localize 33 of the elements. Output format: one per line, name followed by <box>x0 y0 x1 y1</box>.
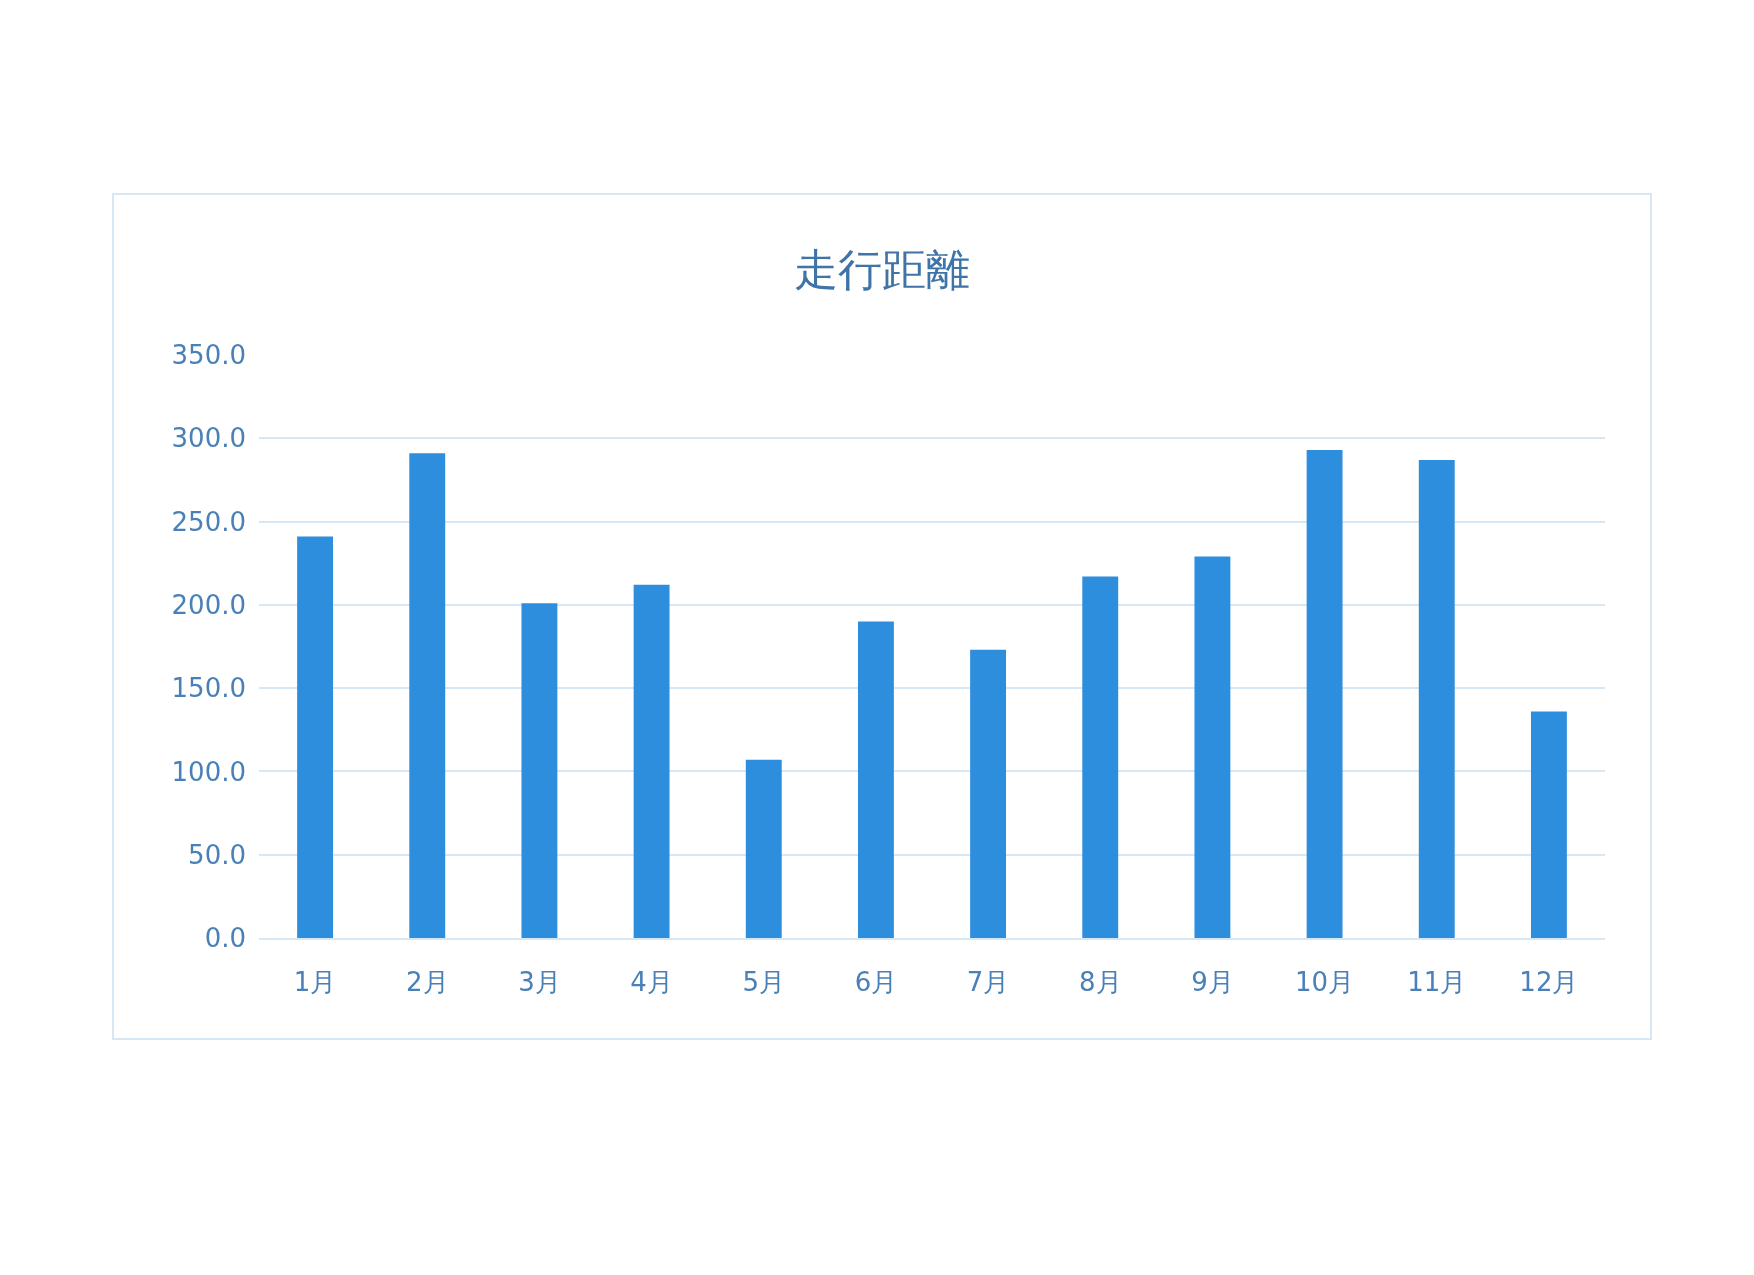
x-tick-label: 10月 <box>1295 967 1355 998</box>
chart-title: 走行距離 <box>794 243 970 295</box>
bar <box>1306 449 1343 938</box>
x-tick-label: 6月 <box>854 967 898 998</box>
y-tick-label: 200.0 <box>171 589 246 620</box>
x-tick-label: 11月 <box>1407 967 1467 998</box>
bar <box>297 536 334 938</box>
x-tick-label: 1月 <box>293 967 337 998</box>
bar <box>1194 556 1231 938</box>
y-tick-label: 250.0 <box>171 506 246 537</box>
bar <box>1082 576 1119 938</box>
bar <box>521 603 558 938</box>
x-tick-label: 5月 <box>742 967 786 998</box>
bar <box>745 759 782 938</box>
bar <box>857 621 894 938</box>
x-tick-label: 2月 <box>405 967 449 998</box>
x-tick-label: 4月 <box>630 967 673 998</box>
bar <box>1418 459 1455 938</box>
x-tick-label: 8月 <box>1078 967 1122 998</box>
y-tick-label: 350.0 <box>171 340 246 371</box>
y-tick-label: 100.0 <box>171 756 246 787</box>
bar <box>409 453 446 938</box>
bar <box>970 649 1007 938</box>
y-tick-label: 0.0 <box>204 923 246 954</box>
x-tick-label: 12月 <box>1519 967 1579 998</box>
x-tick-label: 3月 <box>518 967 561 998</box>
y-tick-label: 50.0 <box>188 839 246 870</box>
y-tick-label: 300.0 <box>171 423 246 454</box>
y-tick-label: 150.0 <box>171 673 246 704</box>
bar <box>633 584 670 938</box>
x-tick-label: 9月 <box>1191 967 1234 998</box>
bar <box>1530 711 1567 938</box>
x-tick-label: 7月 <box>966 967 1010 998</box>
